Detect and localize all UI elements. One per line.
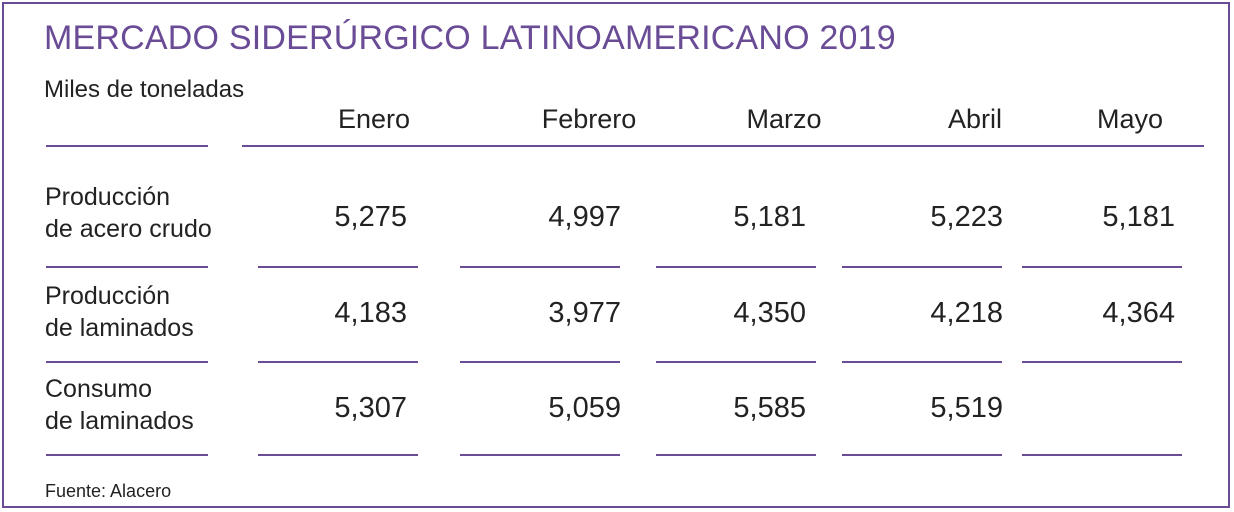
table-cell: 5,223 xyxy=(930,201,1003,233)
row-label: Producción de acero crudo xyxy=(45,181,212,245)
column-header-mayo: Mayo xyxy=(1096,104,1164,134)
table-cell: 5,181 xyxy=(733,201,806,233)
row-rule xyxy=(1022,454,1182,456)
table-cell: 3,977 xyxy=(548,297,621,329)
row-rule xyxy=(258,361,418,363)
row-label-line: Producción xyxy=(45,282,171,310)
column-header-enero: Enero xyxy=(337,104,411,134)
table-cell: 4,350 xyxy=(733,297,806,329)
table-cell: 4,218 xyxy=(930,297,1003,329)
table-cell: 5,181 xyxy=(1102,201,1175,233)
column-header-abril: Abril xyxy=(947,104,1003,134)
row-rule xyxy=(460,454,620,456)
table-cell: 5,059 xyxy=(548,392,621,424)
table-cell: 5,307 xyxy=(334,392,407,424)
row-label-line: de laminados xyxy=(45,407,194,435)
row-label: Producción de laminados xyxy=(45,280,194,344)
row-rule xyxy=(656,361,816,363)
row-rule xyxy=(842,454,1002,456)
row-label-line: Consumo xyxy=(45,375,152,403)
row-label-line: de laminados xyxy=(45,314,194,342)
column-header-febrero: Febrero xyxy=(541,104,637,134)
table-cell: 5,275 xyxy=(334,201,407,233)
row-rule-label xyxy=(46,361,208,363)
row-label: Consumo de laminados xyxy=(45,373,194,437)
table-cell: 5,585 xyxy=(733,392,806,424)
row-rule xyxy=(460,361,620,363)
row-rule xyxy=(842,266,1002,268)
row-rule-label xyxy=(46,266,208,268)
row-rule xyxy=(460,266,620,268)
header-rule-main xyxy=(242,145,1204,147)
row-rule xyxy=(656,454,816,456)
row-rule xyxy=(1022,361,1182,363)
table-cell: 5,519 xyxy=(930,392,1003,424)
row-rule xyxy=(258,454,418,456)
table-cell: 4,183 xyxy=(334,297,407,329)
table-cell: 4,997 xyxy=(548,201,621,233)
row-rule xyxy=(842,361,1002,363)
row-label-line: de acero crudo xyxy=(45,215,212,243)
chart-title: MERCADO SIDERÚRGICO LATINOAMERICANO 2019 xyxy=(44,19,896,57)
header-rule-left xyxy=(46,145,208,147)
row-rule xyxy=(258,266,418,268)
row-label-line: Producción xyxy=(45,183,171,211)
table-cell: 4,364 xyxy=(1102,297,1175,329)
row-rule xyxy=(656,266,816,268)
unit-subtitle: Miles de toneladas xyxy=(44,76,245,103)
row-rule xyxy=(1022,266,1182,268)
row-rule-label xyxy=(46,454,208,456)
column-header-marzo: Marzo xyxy=(746,104,822,134)
source-note: Fuente: Alacero xyxy=(45,481,172,501)
